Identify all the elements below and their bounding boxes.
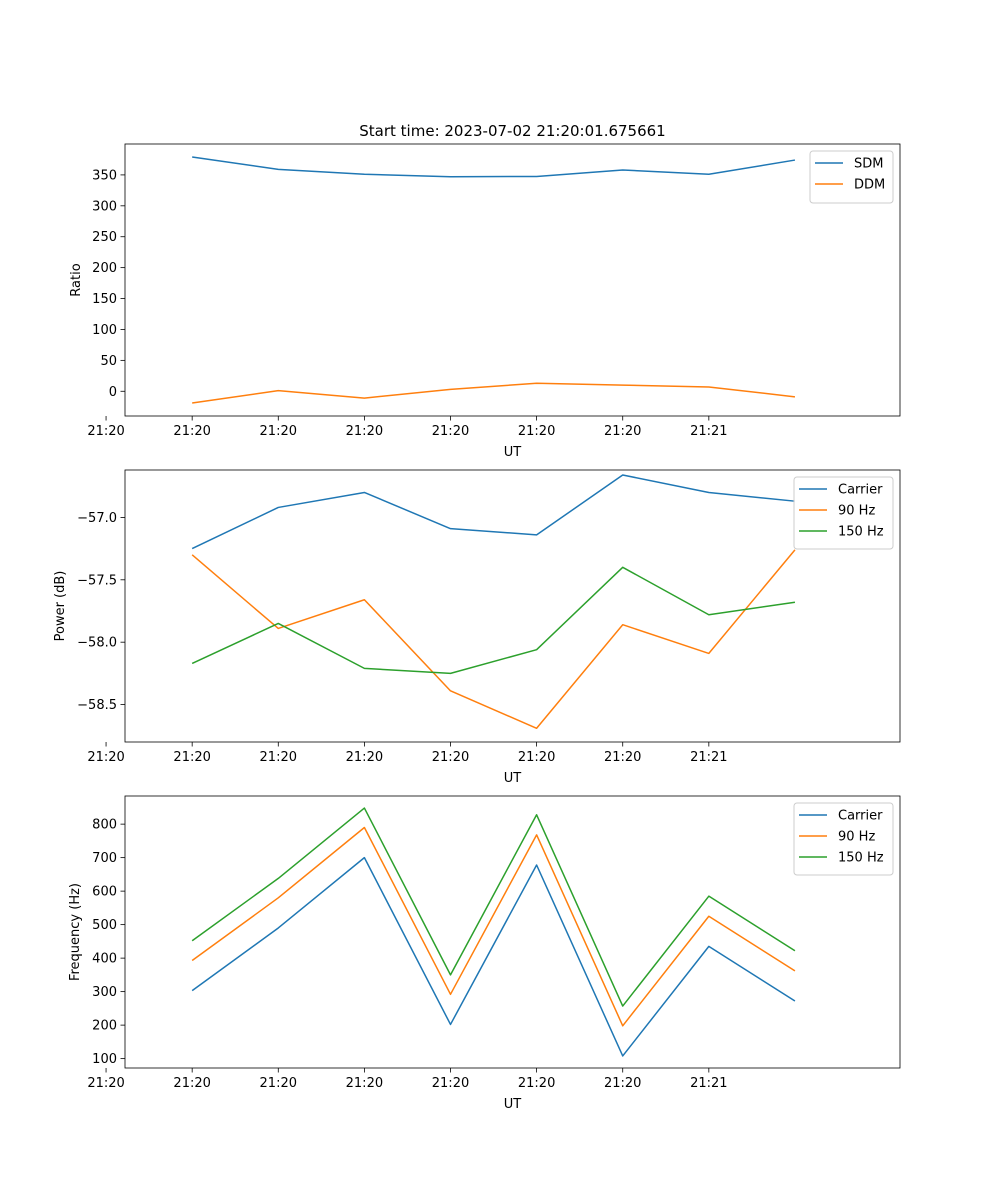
y-tick-label: 100 [92, 1052, 117, 1067]
legend-label: DDM [854, 178, 885, 193]
x-tick-label: 21:20 [173, 750, 210, 765]
x-tick-label: 21:20 [260, 424, 297, 439]
x-tick-label: 21:21 [690, 424, 727, 439]
y-axis-label: Power (dB) [53, 571, 68, 642]
x-tick-label: 21:20 [346, 750, 383, 765]
legend: Carrier 90 Hz 150 Hz [793, 802, 894, 876]
y-tick-label: −57.0 [77, 511, 117, 526]
x-tick-label: 21:21 [690, 750, 727, 765]
panels: 21:20 21:20 21:20 21:20 21:20 21:20 21:20 21:21… [53, 143, 901, 1112]
legend-label: 90 Hz [838, 830, 875, 845]
legend-label: 90 Hz [838, 504, 875, 519]
y-tick-label: 200 [92, 1019, 117, 1034]
y-tick-label: 700 [92, 851, 117, 866]
x-tick-label: 21:20 [432, 424, 469, 439]
legend-label: SDM [854, 157, 883, 172]
x-tick-label: 21:21 [690, 1076, 727, 1091]
x-axis-label: UT [504, 445, 522, 460]
legend-box [809, 150, 894, 204]
x-tick-label: 21:20 [518, 424, 555, 439]
x-tick-label: 21:20 [260, 1076, 297, 1091]
x-tick-label: 21:20 [604, 750, 641, 765]
y-tick-label: −58.0 [77, 636, 117, 651]
x-tick-label: 21:20 [346, 1076, 383, 1091]
y-tick-label: 350 [92, 168, 117, 183]
y-tick-label: 250 [92, 230, 117, 245]
x-tick-label: 21:20 [173, 1076, 210, 1091]
y-tick-label: −58.5 [77, 698, 117, 713]
x-tick-label: 21:20 [604, 424, 641, 439]
y-tick-label: 300 [92, 199, 117, 214]
legend-label: Carrier [838, 809, 883, 824]
axes-frame [124, 795, 901, 1069]
legend-label: 150 Hz [838, 525, 884, 540]
series-line-ddm [192, 382, 796, 404]
series-line-150-hz [191, 807, 796, 1007]
chart-panel-2: 21:20 21:20 21:20 21:20 21:20 21:20 21:20 21:21… [53, 469, 901, 786]
x-tick-label: 21:20 [432, 750, 469, 765]
y-axis-label: Frequency (Hz) [68, 883, 83, 981]
series-line-90-hz [191, 549, 796, 730]
series-line-sdm [192, 156, 796, 178]
y-tick-label: 50 [100, 354, 117, 369]
series-line-90-hz [191, 826, 796, 1027]
y-tick-label: 400 [92, 952, 117, 967]
x-tick-label: 21:20 [260, 750, 297, 765]
x-tick-label: 21:20 [173, 424, 210, 439]
axes-frame [124, 143, 901, 417]
x-tick-label: 21:20 [432, 1076, 469, 1091]
series-line-carrier [191, 474, 796, 550]
x-axis-label: UT [504, 1097, 522, 1112]
y-tick-label: 150 [92, 292, 117, 307]
chart-panel-1: 21:20 21:20 21:20 21:20 21:20 21:20 21:20 21:21… [69, 143, 901, 460]
legend-label: Carrier [838, 483, 883, 498]
x-tick-label: 21:20 [604, 1076, 641, 1091]
chart-title: Start time: 2023-07-02 21:20:01.675661 [359, 122, 665, 140]
y-tick-label: 800 [92, 818, 117, 833]
series-line-carrier [191, 856, 796, 1057]
series-line-150-hz [191, 566, 796, 675]
y-tick-label: 100 [92, 323, 117, 338]
x-tick-label: 21:20 [87, 1076, 124, 1091]
y-tick-label: 600 [92, 885, 117, 900]
y-tick-label: 0 [109, 385, 117, 400]
y-tick-label: 200 [92, 261, 117, 276]
y-tick-label: 500 [92, 918, 117, 933]
y-axis-label: Ratio [69, 263, 84, 296]
legend-label: 150 Hz [838, 851, 884, 866]
x-tick-label: 21:20 [518, 1076, 555, 1091]
x-tick-label: 21:20 [518, 750, 555, 765]
chart-panel-3: 21:20 21:20 21:20 21:20 21:20 21:20 21:20 21:21… [68, 795, 901, 1112]
x-axis-label: UT [504, 771, 522, 786]
x-tick-label: 21:20 [87, 424, 124, 439]
x-tick-label: 21:20 [346, 424, 383, 439]
legend: Carrier 90 Hz 150 Hz [793, 476, 894, 550]
legend: SDM DDM [809, 150, 894, 204]
x-tick-label: 21:20 [87, 750, 124, 765]
axes-frame [124, 469, 901, 743]
y-tick-label: 300 [92, 985, 117, 1000]
y-tick-label: −57.5 [77, 573, 117, 588]
